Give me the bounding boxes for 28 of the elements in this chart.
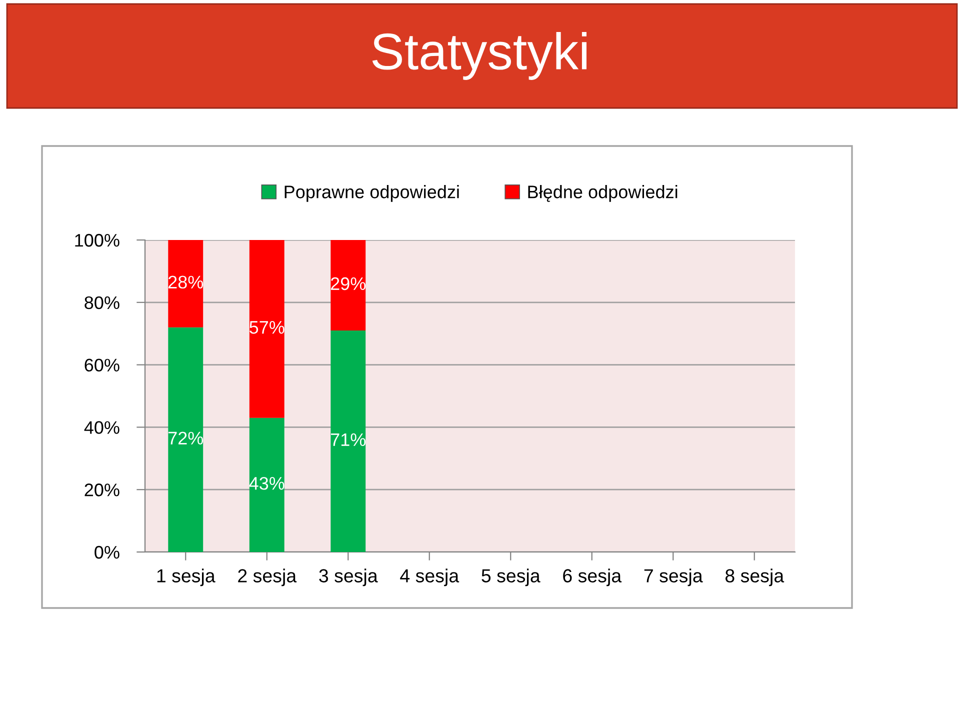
y-tick-label: 0% [94, 546, 120, 559]
legend-label: Błędne odpowiedzi [528, 185, 678, 202]
bar [330, 240, 366, 330]
bar [168, 327, 204, 552]
data-label: 71% [330, 433, 366, 446]
x-tick-label: 4 sesja [400, 568, 460, 586]
bar [249, 240, 284, 418]
bar [249, 418, 284, 552]
y-tick-label: 100% [75, 234, 120, 247]
x-tick-label: 7 sesja [644, 568, 703, 586]
x-tick-label: 5 sesja [482, 568, 540, 586]
x-tick-label: 3 sesja [319, 568, 378, 586]
data-label: 57% [250, 321, 284, 334]
bar [330, 330, 366, 552]
data-label: 28% [168, 276, 204, 289]
y-tick-label: 60% [84, 358, 120, 372]
y-tick-label: 20% [84, 484, 120, 496]
y-tick-label: 40% [84, 421, 120, 434]
x-tick-label: 1 sesja [157, 568, 216, 586]
chart-title: Statystyki [372, 32, 586, 80]
data-label: 72% [168, 432, 204, 444]
data-label: 29% [330, 277, 366, 290]
legend-label: Poprawne odpowiedzi [284, 185, 459, 202]
x-tick-label: 6 sesja [563, 568, 622, 586]
x-tick-label: 2 sesja [238, 568, 297, 586]
y-tick-label: 80% [84, 296, 120, 310]
x-tick-label: 8 sesja [725, 568, 784, 586]
bar [168, 240, 204, 328]
